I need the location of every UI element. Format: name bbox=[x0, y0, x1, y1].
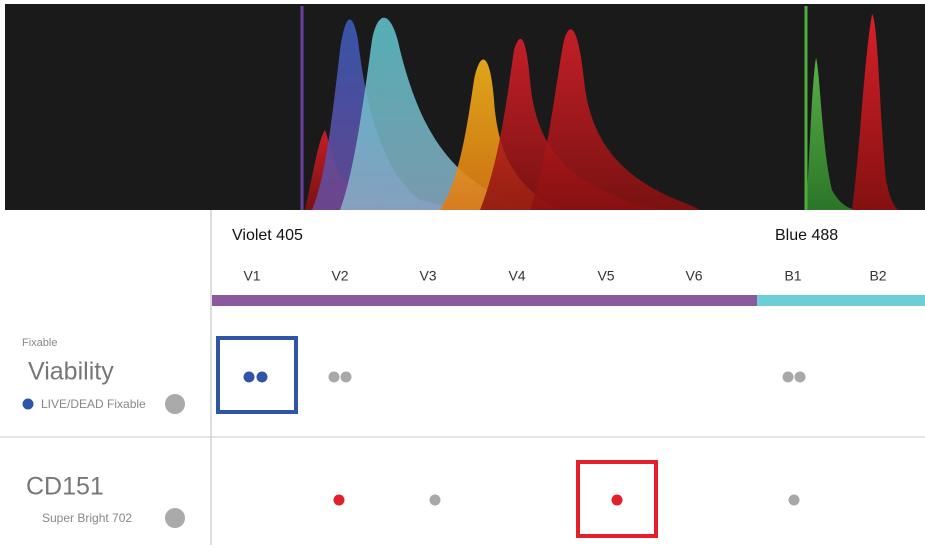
spectrum bbox=[312, 19, 470, 210]
channel-dot bbox=[333, 494, 345, 506]
channel-dot bbox=[328, 371, 340, 383]
channel-label: V6 bbox=[685, 268, 702, 284]
channel-labels: V1 V2 V3 V4 V5 V6 B1 B2 bbox=[243, 268, 886, 284]
channel-dot bbox=[782, 371, 794, 383]
selected-box[interactable] bbox=[216, 336, 298, 414]
channel-dot bbox=[243, 371, 255, 383]
spectrum bbox=[530, 29, 700, 210]
spectra-viewer bbox=[5, 4, 925, 211]
channel-dot bbox=[256, 371, 268, 383]
spectrum bbox=[340, 17, 540, 210]
laser-bar bbox=[212, 295, 757, 306]
channel-label: V3 bbox=[419, 268, 436, 284]
toggle-button[interactable] bbox=[165, 394, 185, 414]
channel-label: V1 bbox=[243, 268, 260, 284]
reagent-label: Super Bright 702 bbox=[42, 511, 132, 525]
laser-label: Violet 405 bbox=[232, 227, 303, 244]
spectrum bbox=[480, 38, 660, 210]
channel-dot bbox=[788, 494, 800, 506]
channel-dot bbox=[611, 494, 623, 506]
channel-dot bbox=[340, 371, 352, 383]
channel-label: V5 bbox=[597, 268, 614, 284]
channel-label: V2 bbox=[331, 268, 348, 284]
laser-bar bbox=[757, 295, 925, 306]
toggle-button[interactable] bbox=[165, 508, 185, 528]
channel-label: V4 bbox=[508, 268, 525, 284]
row-label: Viability bbox=[28, 358, 114, 386]
spectrum bbox=[440, 59, 560, 211]
selected-box[interactable] bbox=[576, 460, 658, 538]
row-label: CD151 bbox=[26, 473, 104, 501]
spectrum bbox=[852, 14, 900, 210]
row-caption: Fixable bbox=[22, 337, 57, 349]
channel-dot bbox=[794, 371, 806, 383]
channel-dot bbox=[429, 494, 441, 506]
spectrum bbox=[806, 58, 860, 210]
reagent-label: LIVE/DEAD Fixable bbox=[41, 397, 146, 411]
laser-label: Blue 488 bbox=[775, 227, 838, 244]
channel-label: B1 bbox=[784, 268, 801, 284]
channel-label: B2 bbox=[869, 268, 886, 284]
color-dot bbox=[22, 398, 34, 410]
